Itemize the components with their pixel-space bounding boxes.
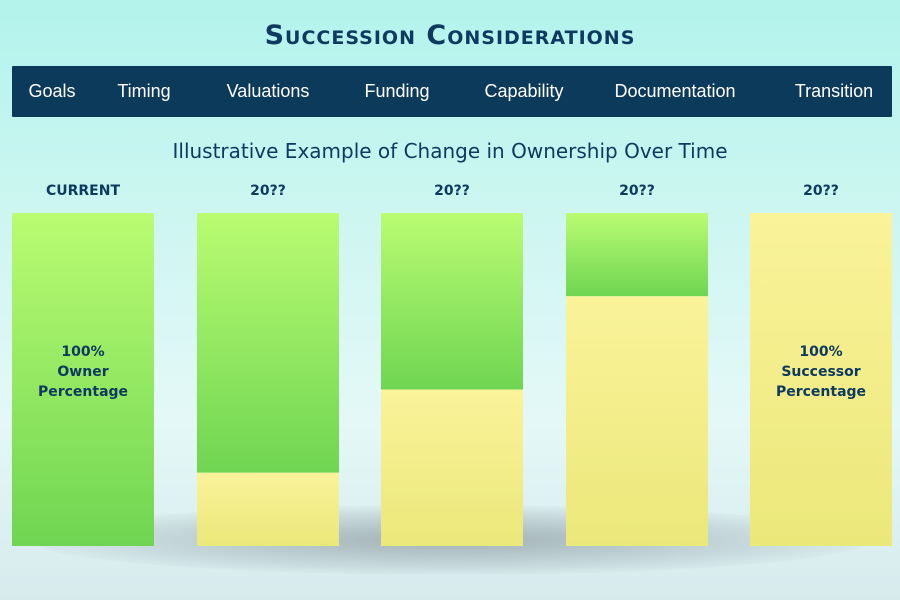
nav-item-goals[interactable]: Goals [28,81,76,101]
bar-successor-2 [197,472,339,546]
page-title: Succession Considerations [264,20,636,51]
nav-item-funding[interactable]: Funding [364,81,430,101]
bar-annotation-successor: 100% Successor Percentage [750,342,892,402]
bar-successor-4 [566,296,708,546]
nav-item-capability[interactable]: Capability [484,81,564,101]
bar-annotation-owner: 100% Owner Percentage [12,342,154,402]
column-label-5: 20?? [803,183,839,199]
column-label-2: 20?? [250,183,286,199]
annotation-owner-line-1: 100% [61,344,105,360]
bar-owner-4 [566,213,708,297]
bar-owner-3 [381,213,523,390]
column-label-current: CURRENT [45,183,121,199]
bar-successor-3 [381,389,523,546]
bar-successor-5 [750,213,892,546]
annotation-owner-line-3: Percentage [37,384,129,400]
nav-item-documentation[interactable]: Documentation [614,81,736,101]
bar-owner-1 [12,213,154,546]
column-label-4: 20?? [619,183,655,199]
chart-subtitle: Illustrative Example of Change in Owners… [172,139,728,163]
column-label-3: 20?? [434,183,470,199]
bar-owner-2 [197,213,339,473]
annotation-successor-line-2: Successor [781,364,861,380]
annotation-successor-line-3: Percentage [775,384,867,400]
nav-item-transition[interactable]: Transition [794,81,874,101]
annotation-successor-line-1: 100% [799,344,843,360]
topic-nav-bar: Goals Timing Valuations Funding Capabili… [12,66,892,117]
nav-item-timing[interactable]: Timing [117,81,171,101]
annotation-owner-line-2: Owner [57,364,109,380]
nav-item-valuations[interactable]: Valuations [226,81,310,101]
